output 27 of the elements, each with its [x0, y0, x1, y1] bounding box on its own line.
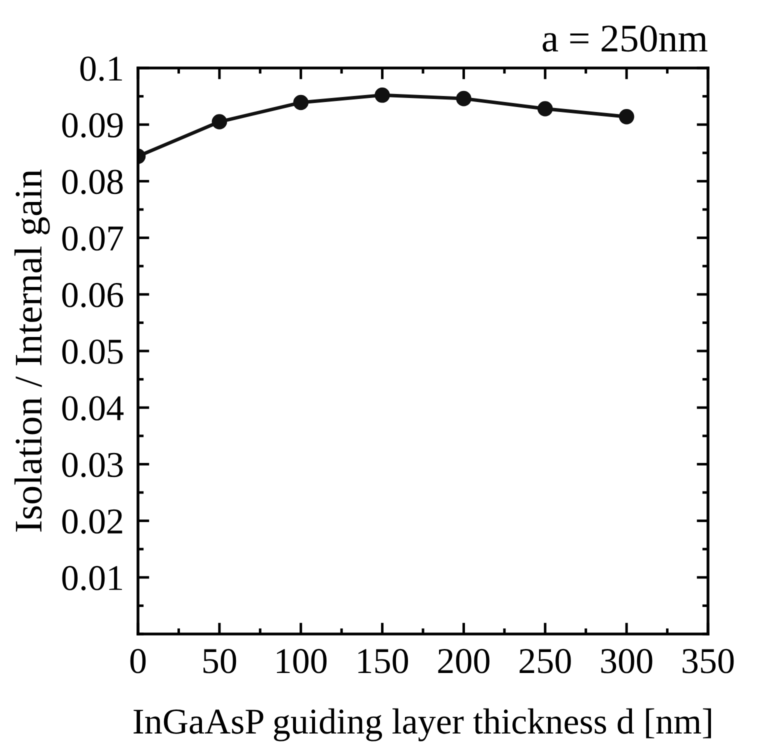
chart-title: a = 250nm: [542, 25, 708, 52]
y-tick-label: 0.07: [62, 226, 124, 251]
x-axis-title: InGaAsP guiding layer thickness d [nm]: [134, 708, 711, 742]
x-tick-label: 150: [358, 648, 408, 674]
y-axis-title: Isolation / Internal gain: [14, 170, 50, 532]
y-tick-label: 0.04: [62, 396, 124, 421]
y-tick-label: 0.08: [62, 170, 123, 194]
point: [374, 88, 390, 103]
x-tick-label: 300: [601, 648, 652, 674]
y-tick-label: 0.06: [62, 282, 124, 308]
point: [293, 94, 308, 110]
x-tick-label: 50: [203, 648, 236, 674]
point: [212, 114, 228, 130]
y-tick-label: 0.05: [62, 340, 123, 364]
x-tick-label: 0: [130, 648, 146, 674]
point: [538, 101, 553, 116]
x-tick-label: 250: [520, 648, 571, 674]
x-tick-label: 200: [438, 648, 490, 674]
x-tick-label: 350: [682, 648, 734, 674]
y-tick-label: 0.09: [62, 113, 123, 138]
point: [618, 109, 634, 124]
y-tick-label: 0.02: [62, 509, 122, 534]
y-tick-label: 0.01: [62, 566, 122, 590]
y-tick-label: 0.1: [80, 56, 122, 82]
x-tick-label: 100: [276, 648, 327, 674]
y-tick-label: 0.03: [62, 452, 123, 478]
point: [456, 90, 472, 106]
